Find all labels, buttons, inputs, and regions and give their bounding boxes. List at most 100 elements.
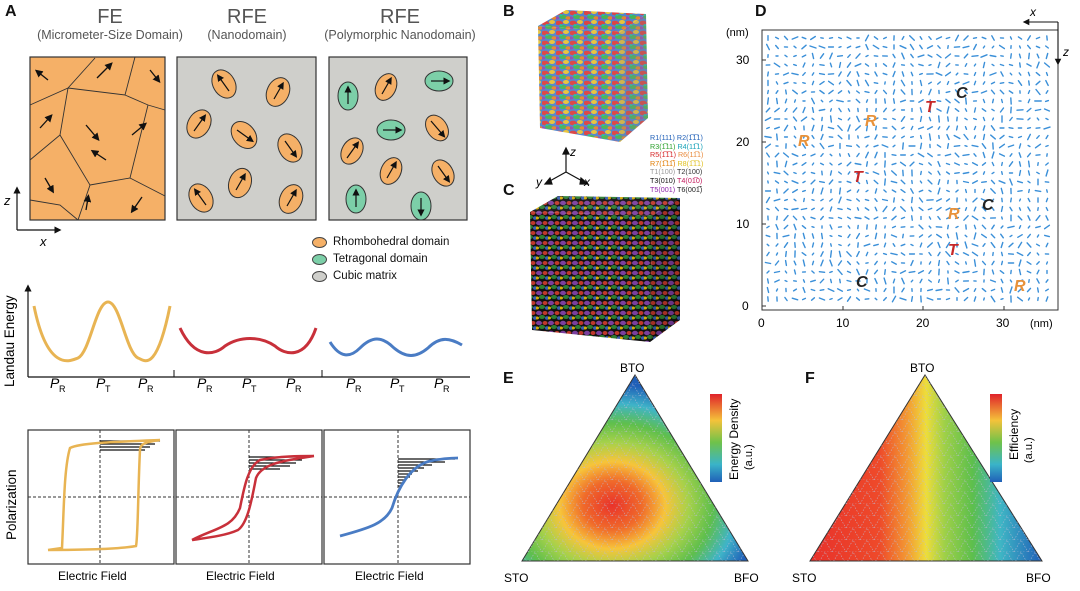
polarization-arrow [874,197,878,203]
polarization-arrow [811,144,815,148]
polarization-arrow [928,36,932,40]
polarization-arrow [1045,117,1049,121]
polarization-arrow [928,107,932,113]
polarization-arrow [991,207,995,211]
polarization-arrow [954,287,960,293]
polarization-arrow [784,160,788,168]
polarization-arrow [945,162,951,166]
domain-schematics: z x [3,56,468,249]
polarization-arrow [792,63,798,67]
cube-renders: z y x [530,10,680,342]
region-t: T [853,169,864,186]
polarization-arrow [945,36,951,40]
polarization-arrow [891,215,897,221]
polarization-arrow [919,115,923,123]
polarization-arrow [928,189,932,193]
polarization-arrow [927,81,933,85]
legend-cubic: Cubic matrix [312,270,397,282]
polarization-arrow [882,296,888,302]
polarization-arrow [981,233,987,239]
polarization-arrow [792,107,798,113]
polarization-arrow [1045,296,1049,302]
polarization-arrow [918,63,924,67]
polarization-arrow [856,261,860,265]
polarization-arrow [919,242,923,248]
tick-p: P [138,375,148,391]
polarization-arrow [990,89,996,95]
polarization-arrow [910,206,914,212]
tick-sub: R [59,384,66,394]
polarization-arrow [874,252,878,256]
polarization-arrow [802,81,806,85]
polarization-arrow [829,297,833,301]
polarization-arrow [1036,234,1040,238]
colorbar-label-f: Efficiency [1007,409,1021,460]
polarization-arrow [909,161,915,167]
polarization-arrow [855,198,861,202]
polarization-arrow [890,234,898,238]
polarization-arrow [829,250,833,258]
polarization-arrow [928,162,932,166]
polarization-arrow [1027,89,1031,95]
polarization-arrow [991,171,995,175]
polarization-arrow [793,54,797,58]
polarization-arrow [773,171,781,175]
polarization-arrow [837,216,843,220]
polarization-arrow [811,72,815,76]
polarization-arrow [972,270,978,274]
polarization-arrow [937,160,941,168]
tick-sub: T [399,384,405,394]
polarization-arrow [982,71,986,77]
polarization-arrow [846,216,852,220]
polarization-arrow [1009,234,1013,238]
polarization-arrow [945,297,951,301]
polarization-arrow [1018,53,1022,59]
polarization-arrow [972,117,977,121]
polarization-arrow [874,134,878,140]
polarization-arrow [1026,126,1032,130]
polarization-arrow [910,196,914,204]
legend-t6: T6(001̅) [677,184,703,194]
polarization-arrow [919,44,923,50]
corner-z: z [1062,45,1069,59]
polarization-arrow [856,268,860,276]
polarization-arrow [783,207,789,211]
polarization-arrow [1027,160,1031,168]
polarization-arrow [782,234,790,238]
polarization-arrow [1009,178,1013,186]
polarization-arrow [793,223,797,231]
polarization-arrow [865,251,869,257]
polarization-arrow [971,180,979,184]
polarization-arrow [910,153,914,157]
polarization-arrow [791,297,799,301]
polarization-arrow [811,106,815,114]
polarization-arrow [983,252,985,256]
polarization-arrow [811,80,815,86]
polarization-arrow [1000,287,1004,293]
polarization-arrow [1027,44,1031,50]
polarization-arrow [783,35,789,41]
polarization-arrow [964,162,968,166]
polarization-arrow [1018,224,1022,230]
polarization-arrow [846,279,852,283]
polarization-arrow [981,162,987,166]
colorbar-unit-f: (a.u.) [1023,437,1035,463]
polarization-arrow [999,81,1005,85]
polarization-arrow [946,277,950,285]
polarization-arrow [793,171,797,175]
tick-p: P [50,375,60,391]
polarization-arrow [928,261,932,265]
polarization-arrow [881,144,889,148]
polarization-arrow [972,197,978,203]
polarization-arrow [784,270,788,274]
polarization-arrow [890,252,898,256]
polarization-arrow [829,99,833,103]
polarization-arrow [991,269,995,275]
polarization-arrow [864,34,870,42]
polarization-arrow [837,134,843,140]
polarization-arrow [855,90,861,94]
polarization-arrow [936,206,942,212]
polarization-arrow [1017,79,1023,87]
polarization-arrow [766,43,770,51]
polarization-arrow [1028,52,1030,60]
